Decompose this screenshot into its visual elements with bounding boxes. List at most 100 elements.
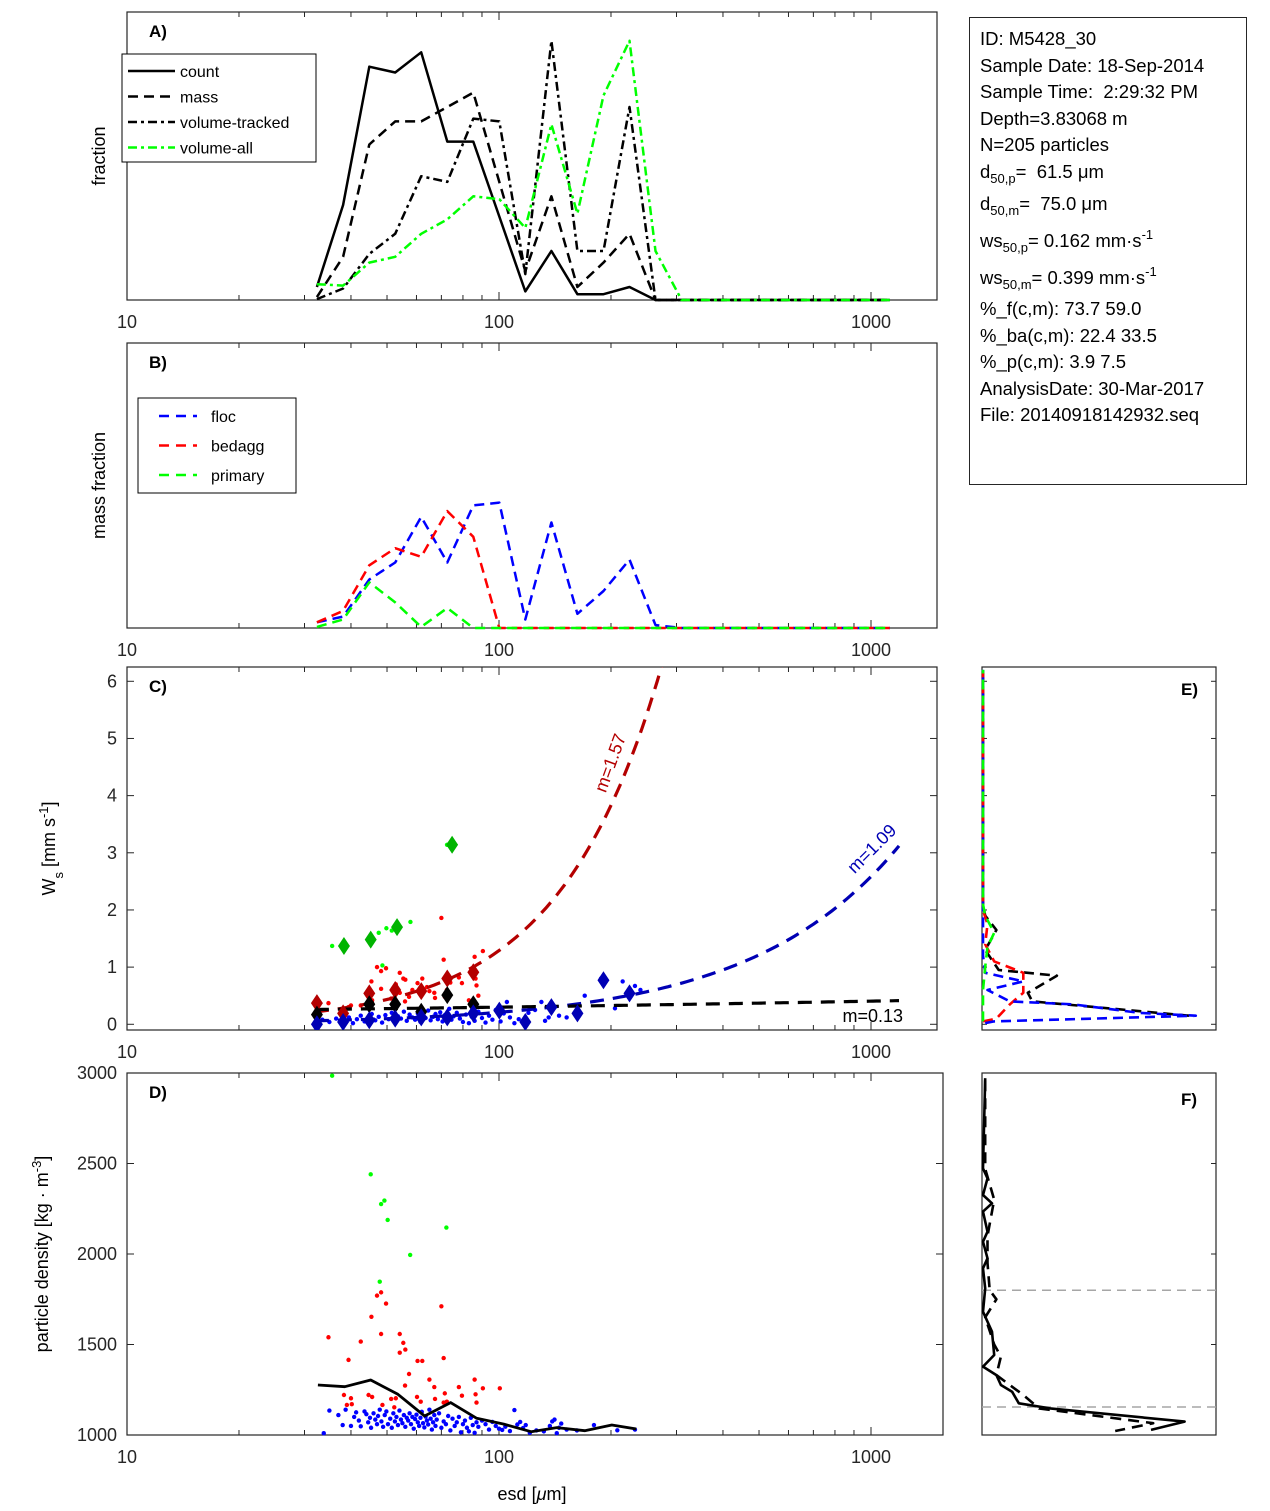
bedagg-point xyxy=(369,1394,375,1400)
bedagg-point xyxy=(414,1394,420,1400)
floc-point xyxy=(405,1418,411,1423)
y-tick-label: 1000 xyxy=(77,1425,117,1445)
x-tick-label: 10 xyxy=(117,640,137,660)
floc-point xyxy=(462,1418,468,1423)
floc-point xyxy=(412,1416,418,1422)
panel-d: 10 100 1000 1000 1500 2000 2500 3000 D) particle … xyxy=(29,1063,944,1504)
legend-label-volume-all: volume-all xyxy=(180,141,253,158)
y-axis-label: fraction xyxy=(89,126,109,185)
bedagg-point xyxy=(378,1331,384,1337)
bedagg-point xyxy=(397,970,402,976)
floc-point xyxy=(368,1425,374,1430)
ws50-m-value: = 0.399 mm·s xyxy=(1031,267,1146,288)
plot-area xyxy=(981,666,1217,1031)
primary-point xyxy=(384,926,389,931)
panel-label: E) xyxy=(1181,680,1198,699)
floc-point xyxy=(365,1420,371,1425)
primary-point xyxy=(444,1225,449,1230)
bedagg-point xyxy=(441,1355,446,1361)
y-tick-label: 2500 xyxy=(77,1154,117,1174)
floc-point xyxy=(380,1424,386,1430)
primary-point xyxy=(368,1172,373,1177)
bedagg-point xyxy=(439,915,444,921)
floc-point xyxy=(552,1417,557,1422)
floc-point xyxy=(411,1426,416,1431)
bedagg-point xyxy=(415,980,420,986)
all-median-diamond xyxy=(363,995,376,1014)
floc-point xyxy=(414,1412,419,1417)
floc-point xyxy=(367,1415,373,1421)
floc-point xyxy=(428,1018,433,1023)
bedagg-point xyxy=(392,1405,397,1410)
floc-point xyxy=(507,1015,513,1020)
floc-point xyxy=(351,1414,357,1420)
sample-time: Sample Time: 2:29:32 PM xyxy=(980,81,1198,102)
floc-median-diamond xyxy=(623,984,636,1003)
primary-point xyxy=(382,1198,387,1203)
primary-median-diamond xyxy=(446,835,459,854)
series-bedagg xyxy=(981,669,1025,1023)
floc-point xyxy=(504,999,510,1005)
bedagg-point xyxy=(397,1350,402,1355)
floc-point xyxy=(517,1419,523,1425)
bedagg-point xyxy=(358,1339,363,1344)
floc-point xyxy=(448,1428,453,1433)
x-tick-label: 1000 xyxy=(851,1042,891,1062)
bedagg-median-diamond xyxy=(467,963,480,982)
all-median-diamond xyxy=(441,986,454,1005)
bedagg-point xyxy=(349,1402,354,1407)
floc-point xyxy=(556,1013,562,1018)
floc-point xyxy=(559,1421,564,1426)
floc-median-diamond xyxy=(571,1004,584,1023)
bedagg-fit-line xyxy=(314,667,664,1014)
floc-point xyxy=(612,1006,618,1011)
floc-point xyxy=(385,1421,391,1427)
x-tick-label: 100 xyxy=(484,640,514,660)
series-mass-density xyxy=(983,1080,1155,1433)
y-tick-label: 2 xyxy=(107,900,117,920)
floc-median-diamond xyxy=(519,1012,532,1030)
fit-label-all: m=0.13 xyxy=(842,1006,903,1026)
floc-point xyxy=(407,1012,412,1017)
floc-point xyxy=(391,1411,396,1416)
bedagg-point xyxy=(344,1402,350,1408)
floc-fit-line xyxy=(314,844,901,1023)
bedagg-point xyxy=(369,979,374,984)
floc-point xyxy=(526,1010,531,1016)
legend: floc bedagg primary xyxy=(137,397,297,494)
y-tick-label: 6 xyxy=(107,671,117,691)
floc-point xyxy=(450,1416,455,1421)
primary-point xyxy=(408,919,413,925)
bedagg-point xyxy=(442,1391,448,1396)
bedagg-point xyxy=(441,957,446,962)
bedagg-median-diamond xyxy=(441,969,454,988)
x-tick-label: 1000 xyxy=(851,1447,891,1467)
bedagg-point xyxy=(380,1402,385,1408)
x-tick-label: 10 xyxy=(117,312,137,332)
primary-point xyxy=(385,1217,390,1223)
bedagg-point xyxy=(403,1347,408,1352)
floc-point xyxy=(638,987,643,993)
pct-bedagg: %_ba(c,m): 22.4 33.5 xyxy=(980,324,1157,346)
primary-point xyxy=(380,963,385,968)
primary-point xyxy=(378,1201,384,1207)
floc-median-diamond xyxy=(493,1001,506,1020)
floc-point xyxy=(434,1417,439,1422)
floc-point xyxy=(472,1430,477,1436)
bedagg-point xyxy=(418,1399,423,1404)
legend-label-count: count xyxy=(180,64,220,81)
legend: count mass volume-tracked volume-all xyxy=(121,53,317,163)
bedagg-point xyxy=(480,1386,486,1391)
floc-point xyxy=(404,1018,409,1024)
floc-point xyxy=(564,1015,569,1020)
floc-point xyxy=(401,1412,407,1418)
x-axis-label: esd [μm] xyxy=(498,1484,567,1504)
y-axis-label: mass fraction xyxy=(89,432,109,539)
floc-point xyxy=(490,1017,495,1022)
d50-p-subscript: 50,p xyxy=(990,170,1016,186)
bedagg-point xyxy=(378,1290,384,1295)
bedagg-point xyxy=(402,999,408,1004)
bedagg-point xyxy=(480,948,486,954)
floc-point xyxy=(428,1416,433,1421)
